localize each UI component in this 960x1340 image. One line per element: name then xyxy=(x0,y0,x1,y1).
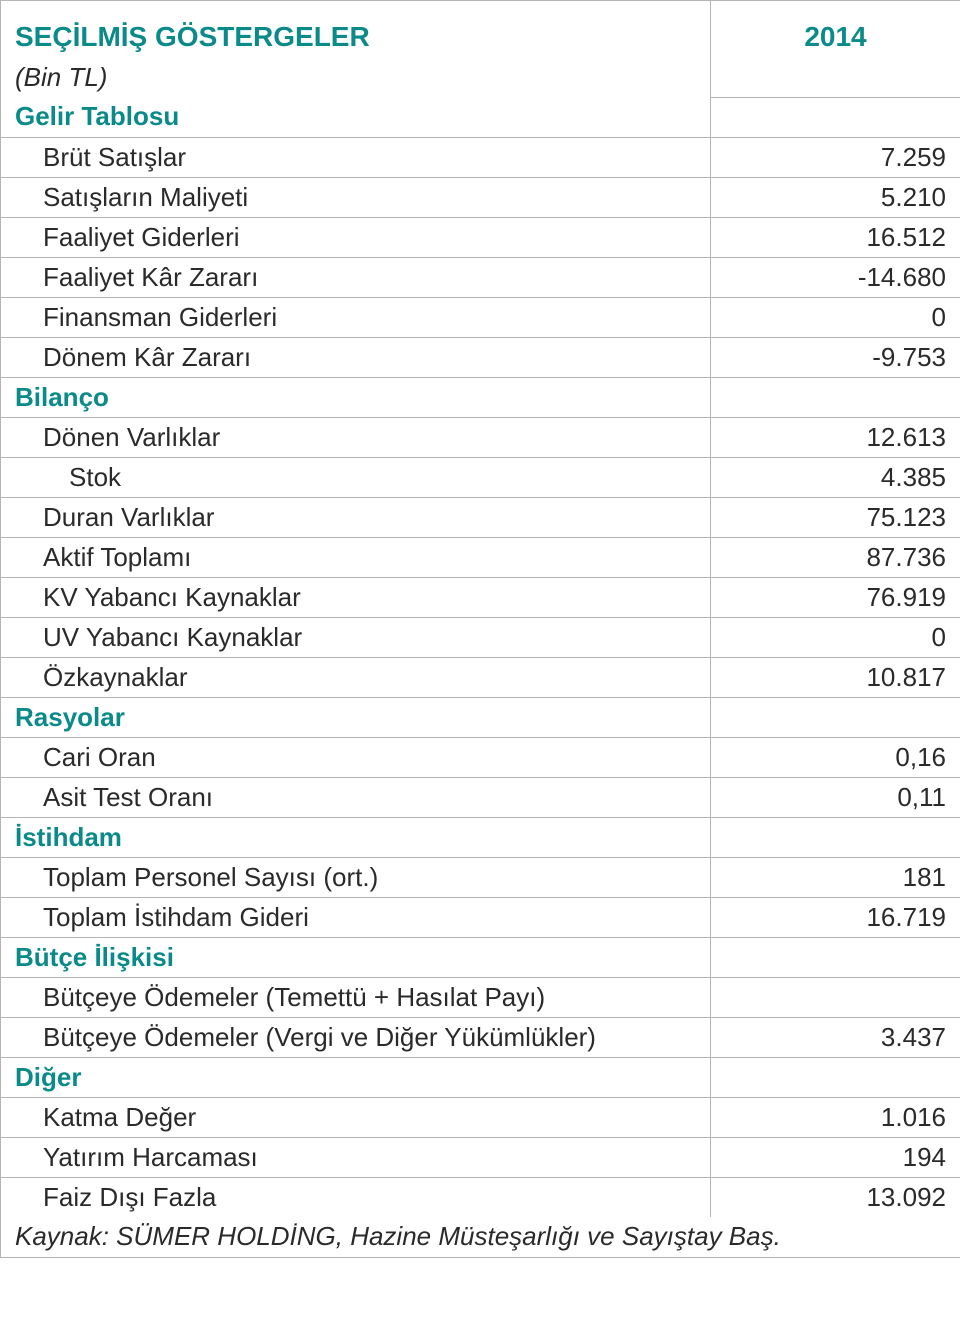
data-row: Faaliyet Giderleri16.512 xyxy=(1,217,960,257)
year-header: 2014 xyxy=(711,1,960,58)
row-label: Satışların Maliyeti xyxy=(1,177,711,217)
row-label: Bütçeye Ödemeler (Temettü + Hasılat Payı… xyxy=(1,977,711,1017)
row-value: -14.680 xyxy=(711,257,960,297)
data-row: Satışların Maliyeti5.210 xyxy=(1,177,960,217)
row-value: 181 xyxy=(711,857,960,897)
section-empty xyxy=(711,97,960,137)
row-label: Özkaynaklar xyxy=(1,657,711,697)
data-row: KV Yabancı Kaynaklar76.919 xyxy=(1,577,960,617)
row-label: Toplam Personel Sayısı (ort.) xyxy=(1,857,711,897)
subtitle-row: (Bin TL) xyxy=(1,57,960,97)
section-header: Gelir Tablosu xyxy=(1,97,711,137)
row-label: Duran Varlıklar xyxy=(1,497,711,537)
row-value: 0 xyxy=(711,297,960,337)
section-header: Rasyolar xyxy=(1,697,711,737)
data-row: Finansman Giderleri0 xyxy=(1,297,960,337)
data-row: Yatırım Harcaması194 xyxy=(1,1137,960,1177)
row-value: 10.817 xyxy=(711,657,960,697)
data-row: Cari Oran0,16 xyxy=(1,737,960,777)
row-value: 3.437 xyxy=(711,1017,960,1057)
row-value: 0 xyxy=(711,617,960,657)
row-label: Finansman Giderleri xyxy=(1,297,711,337)
data-row: Toplam Personel Sayısı (ort.)181 xyxy=(1,857,960,897)
section-empty xyxy=(711,937,960,977)
row-label: Dönem Kâr Zararı xyxy=(1,337,711,377)
row-value xyxy=(711,977,960,1017)
section-row: Bütçe İlişkisi xyxy=(1,937,960,977)
row-label: KV Yabancı Kaynaklar xyxy=(1,577,711,617)
row-value: 75.123 xyxy=(711,497,960,537)
data-row: Dönen Varlıklar12.613 xyxy=(1,417,960,457)
subtitle-empty xyxy=(711,57,960,97)
row-value: 0,16 xyxy=(711,737,960,777)
row-value: 5.210 xyxy=(711,177,960,217)
section-row: Rasyolar xyxy=(1,697,960,737)
row-label: Stok xyxy=(1,457,711,497)
data-row: Faaliyet Kâr Zararı-14.680 xyxy=(1,257,960,297)
data-row: Asit Test Oranı0,11 xyxy=(1,777,960,817)
subtitle: (Bin TL) xyxy=(1,57,711,97)
row-value: 13.092 xyxy=(711,1177,960,1217)
row-value: 1.016 xyxy=(711,1097,960,1137)
row-value: 7.259 xyxy=(711,137,960,177)
row-label: Faaliyet Giderleri xyxy=(1,217,711,257)
source-text: Kaynak: SÜMER HOLDİNG, Hazine Müsteşarlı… xyxy=(1,1217,960,1257)
section-row: Diğer xyxy=(1,1057,960,1097)
data-row: Dönem Kâr Zararı-9.753 xyxy=(1,337,960,377)
row-label: Katma Değer xyxy=(1,1097,711,1137)
section-empty xyxy=(711,697,960,737)
row-label: Dönen Varlıklar xyxy=(1,417,711,457)
section-header: Bütçe İlişkisi xyxy=(1,937,711,977)
data-row: UV Yabancı Kaynaklar0 xyxy=(1,617,960,657)
source-row: Kaynak: SÜMER HOLDİNG, Hazine Müsteşarlı… xyxy=(1,1217,960,1257)
data-row: Duran Varlıklar75.123 xyxy=(1,497,960,537)
row-label: UV Yabancı Kaynaklar xyxy=(1,617,711,657)
row-value: -9.753 xyxy=(711,337,960,377)
data-row: Aktif Toplamı87.736 xyxy=(1,537,960,577)
row-value: 16.512 xyxy=(711,217,960,257)
row-label: Faaliyet Kâr Zararı xyxy=(1,257,711,297)
section-empty xyxy=(711,377,960,417)
data-row: Özkaynaklar10.817 xyxy=(1,657,960,697)
data-row: Toplam İstihdam Gideri16.719 xyxy=(1,897,960,937)
row-label: Yatırım Harcaması xyxy=(1,1137,711,1177)
row-value: 76.919 xyxy=(711,577,960,617)
table-title: SEÇİLMİŞ GÖSTERGELER xyxy=(1,1,711,58)
data-row: Stok4.385 xyxy=(1,457,960,497)
data-row: Faiz Dışı Fazla13.092 xyxy=(1,1177,960,1217)
data-row: Brüt Satışlar7.259 xyxy=(1,137,960,177)
row-value: 4.385 xyxy=(711,457,960,497)
section-header: İstihdam xyxy=(1,817,711,857)
section-row: Bilanço xyxy=(1,377,960,417)
row-label: Toplam İstihdam Gideri xyxy=(1,897,711,937)
row-label: Bütçeye Ödemeler (Vergi ve Diğer Yükümlü… xyxy=(1,1017,711,1057)
row-label: Faiz Dışı Fazla xyxy=(1,1177,711,1217)
section-header: Bilanço xyxy=(1,377,711,417)
row-value: 87.736 xyxy=(711,537,960,577)
financial-indicators-table: SEÇİLMİŞ GÖSTERGELER2014(Bin TL)Gelir Ta… xyxy=(0,0,960,1258)
data-row: Katma Değer1.016 xyxy=(1,1097,960,1137)
row-label: Asit Test Oranı xyxy=(1,777,711,817)
header-row: SEÇİLMİŞ GÖSTERGELER2014 xyxy=(1,1,960,58)
row-value: 12.613 xyxy=(711,417,960,457)
data-row: Bütçeye Ödemeler (Temettü + Hasılat Payı… xyxy=(1,977,960,1017)
row-label: Cari Oran xyxy=(1,737,711,777)
section-row: Gelir Tablosu xyxy=(1,97,960,137)
row-value: 0,11 xyxy=(711,777,960,817)
row-label: Aktif Toplamı xyxy=(1,537,711,577)
section-row: İstihdam xyxy=(1,817,960,857)
section-header: Diğer xyxy=(1,1057,711,1097)
section-empty xyxy=(711,817,960,857)
row-label: Brüt Satışlar xyxy=(1,137,711,177)
row-value: 16.719 xyxy=(711,897,960,937)
section-empty xyxy=(711,1057,960,1097)
data-row: Bütçeye Ödemeler (Vergi ve Diğer Yükümlü… xyxy=(1,1017,960,1057)
row-value: 194 xyxy=(711,1137,960,1177)
